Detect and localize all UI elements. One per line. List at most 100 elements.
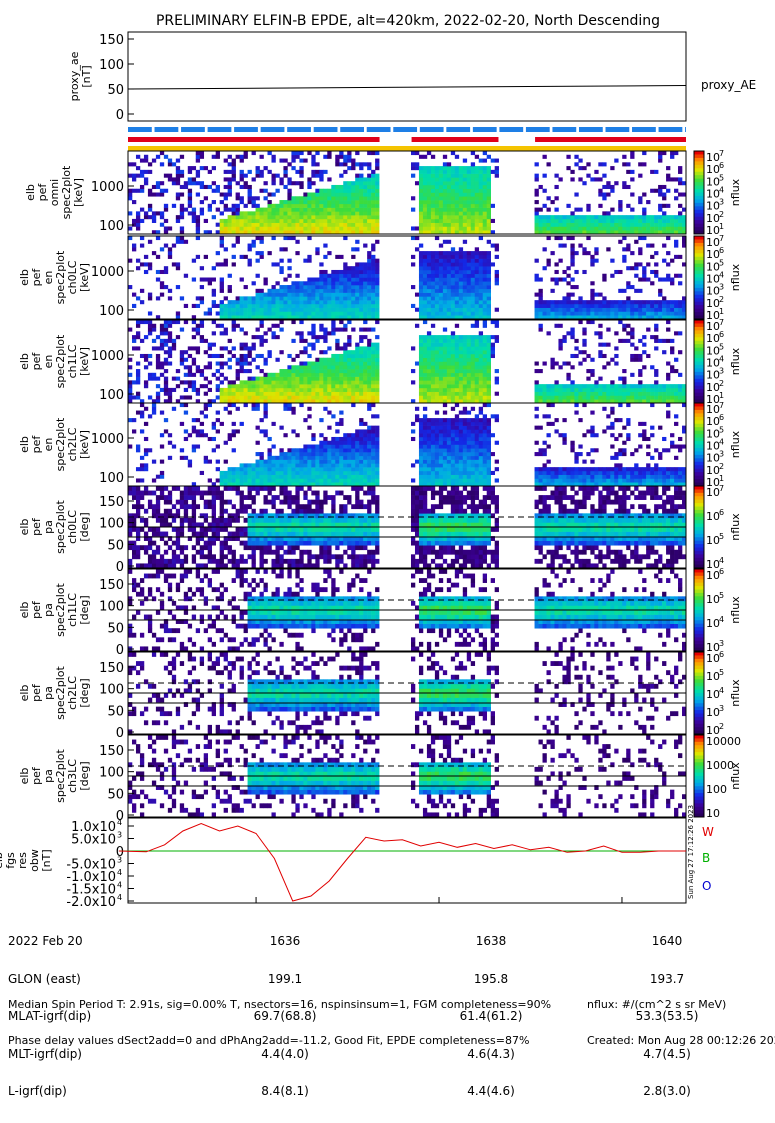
spectrogram-cell xyxy=(244,467,248,471)
spectrogram-cell xyxy=(459,395,463,399)
spectrogram-cell xyxy=(367,204,371,208)
spectrogram-cell xyxy=(351,448,355,452)
spectrogram-cell xyxy=(562,215,566,219)
spectrogram-cell xyxy=(371,433,375,437)
colorbar-cell xyxy=(694,206,704,210)
spectrogram-cell xyxy=(363,362,367,366)
spectrogram-cell xyxy=(319,226,323,230)
colorbar-tick-label: 10 xyxy=(706,273,720,286)
spectrogram-cell xyxy=(367,358,371,362)
spectrogram-cell xyxy=(331,296,335,300)
spectrogram-cell xyxy=(339,478,343,482)
spectrogram-cell xyxy=(240,478,244,482)
spectrogram-cell xyxy=(240,308,244,312)
spectrogram-cell xyxy=(295,251,299,255)
spectrogram-cell xyxy=(630,208,634,212)
spectrogram-cell xyxy=(602,211,606,215)
spectrogram-cell xyxy=(283,395,287,399)
spectrogram-cell xyxy=(260,429,264,433)
spectrogram-cell xyxy=(431,262,435,266)
spectrogram-cell xyxy=(152,460,156,464)
spectrogram-cell xyxy=(283,471,287,475)
spectrogram-cell xyxy=(670,151,674,155)
spectrogram-cell xyxy=(240,358,244,362)
spectrogram-cell xyxy=(248,219,252,223)
spectrogram-cell xyxy=(323,395,327,399)
spectrogram-cell xyxy=(439,193,443,197)
spectrogram-cell xyxy=(279,460,283,464)
spectrogram-cell xyxy=(252,204,256,208)
panel-ylabel: [nT] xyxy=(80,65,93,87)
spectrogram-cell xyxy=(323,328,327,332)
spectrogram-cell xyxy=(303,304,307,308)
spectrogram-cell xyxy=(148,395,152,399)
spectrogram-cell xyxy=(435,369,439,373)
spectrogram-cell xyxy=(335,365,339,369)
spectrogram-cell xyxy=(439,339,443,343)
spectrogram-cell xyxy=(184,395,188,399)
spectrogram-cell xyxy=(311,223,315,227)
spectrogram-cell xyxy=(642,219,646,223)
colorbar-cell xyxy=(694,334,704,338)
spectrogram-cell xyxy=(232,354,236,358)
spectrogram-cell xyxy=(367,177,371,181)
spectrogram-cell xyxy=(431,388,435,392)
spectrogram-cell xyxy=(582,219,586,223)
spectrogram-cell xyxy=(351,377,355,381)
spectrogram-cell xyxy=(128,193,132,197)
spectrogram-cell xyxy=(192,278,196,282)
spectrogram-cell xyxy=(367,174,371,178)
spectrogram-cell xyxy=(543,219,547,223)
spectrogram-cell xyxy=(435,388,439,392)
spectrogram-cell xyxy=(443,311,447,315)
spectrogram-cell xyxy=(252,200,256,204)
spectrogram-cell xyxy=(144,262,148,266)
spectrogram-cell xyxy=(626,162,630,166)
spectrogram-cell xyxy=(232,308,236,312)
spectrogram-cell xyxy=(279,296,283,300)
spectrogram-cell xyxy=(447,365,451,369)
spectrogram-cell xyxy=(427,433,431,437)
spectrogram-cell xyxy=(335,467,339,471)
spectrogram-cell xyxy=(419,441,423,445)
spectrogram-cell xyxy=(343,304,347,308)
spectrogram-cell xyxy=(443,384,447,388)
spectrogram-cell xyxy=(347,293,351,297)
spectrogram-cell xyxy=(451,196,455,200)
spectrogram-cell xyxy=(136,373,140,377)
spectrogram-cell xyxy=(347,373,351,377)
spectrogram-cell xyxy=(335,155,339,159)
spectrogram-cell xyxy=(626,226,630,230)
spectrogram-cell xyxy=(236,304,240,308)
spectrogram-cell xyxy=(295,208,299,212)
spectrogram-cell xyxy=(367,369,371,373)
spectrogram-cell xyxy=(176,377,180,381)
spectrogram-cell xyxy=(570,354,574,358)
spectrogram-cell xyxy=(359,335,363,339)
spectrogram-cell xyxy=(574,392,578,396)
spectrogram-cell xyxy=(283,223,287,227)
spectrogram-cell xyxy=(475,339,479,343)
spectrogram-cell xyxy=(196,226,200,230)
spectrogram-cell xyxy=(339,223,343,227)
spectrogram-cell xyxy=(483,285,487,289)
spectrogram-cell xyxy=(359,441,363,445)
spectrogram-cell xyxy=(271,219,275,223)
spectrogram-cell xyxy=(487,266,491,270)
spectrogram-cell xyxy=(339,193,343,197)
spectrogram-cell xyxy=(419,200,423,204)
spectrogram-cell xyxy=(455,354,459,358)
spectrogram-cell xyxy=(264,358,268,362)
spectrogram-cell xyxy=(283,311,287,315)
spectrogram-cell xyxy=(622,308,626,312)
colorbar-tick-label: 6 xyxy=(719,246,724,255)
spectrogram-cell xyxy=(256,365,260,369)
spectrogram-cell xyxy=(216,377,220,381)
spectrogram-cell xyxy=(295,478,299,482)
spectrogram-cell xyxy=(475,304,479,308)
spectrogram-cell xyxy=(467,211,471,215)
spectrogram-cell xyxy=(622,380,626,384)
spectrogram-cell xyxy=(323,211,327,215)
spectrogram-cell xyxy=(487,255,491,259)
spectrogram-cell xyxy=(558,215,562,219)
